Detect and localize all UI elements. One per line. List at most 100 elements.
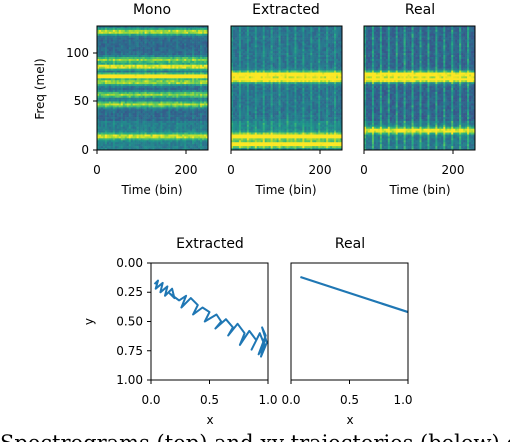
heatmap-cell	[256, 33, 260, 36]
heatmap-cell	[276, 35, 279, 38]
heatmap-cell	[140, 89, 143, 93]
heatmap-cell	[202, 91, 205, 95]
heatmap-cell	[310, 35, 313, 38]
heatmap-cell	[156, 101, 159, 104]
heatmap-cell	[112, 97, 116, 100]
heatmap-cell	[194, 97, 197, 100]
heatmap-cell	[190, 130, 193, 133]
heatmap-cell	[162, 68, 165, 71]
heatmap-cell	[302, 58, 305, 62]
heatmap-cell	[130, 62, 133, 66]
heatmap-cell	[326, 26, 329, 29]
heatmap-cell	[188, 74, 191, 77]
heatmap-cell	[194, 126, 197, 129]
heatmap-cell	[138, 39, 141, 42]
heatmap-cell	[298, 33, 301, 36]
heatmap-cell	[114, 62, 118, 66]
heatmap-cell	[176, 64, 179, 67]
heatmap-cell	[170, 86, 173, 89]
heatmap-cell	[300, 41, 303, 44]
heatmap-cell	[254, 43, 258, 46]
heatmap-cell	[116, 68, 120, 71]
heatmap-cell	[242, 62, 246, 66]
heatmap-cell	[180, 78, 183, 81]
heatmap-cell	[172, 103, 175, 106]
heatmap-cell	[172, 142, 175, 145]
heatmap-cell	[310, 41, 313, 44]
heatmap-cell	[156, 27, 159, 31]
heatmap-cell	[180, 76, 183, 79]
heatmap-cell	[184, 58, 187, 62]
heatmap-cell	[246, 33, 250, 36]
heatmap-cell	[276, 39, 279, 42]
heatmap-cell	[130, 68, 133, 71]
heatmap-cell	[182, 33, 185, 36]
heatmap-cell	[296, 68, 299, 71]
heatmap-cell	[130, 60, 133, 64]
heatmap-cell	[110, 109, 114, 112]
heatmap-cell	[100, 138, 104, 141]
heatmap-cell	[120, 29, 124, 33]
heatmap-cell	[152, 105, 155, 108]
heatmap-cell	[128, 109, 131, 112]
heatmap-cell	[152, 74, 155, 77]
heatmap-cell	[310, 29, 313, 33]
heatmap-cell	[288, 66, 291, 69]
heatmap-cell	[176, 45, 179, 48]
heatmap-cell	[122, 97, 126, 100]
heatmap-cell	[112, 47, 116, 50]
heatmap-cell	[134, 41, 137, 44]
heatmap-cell	[114, 35, 118, 38]
heatmap-cell	[184, 43, 187, 46]
heatmap-cell	[166, 74, 169, 77]
heatmap-cell	[200, 64, 203, 67]
heatmap-cell	[186, 115, 189, 118]
heatmap-cell	[231, 68, 234, 71]
heatmap-cell	[114, 97, 118, 100]
heatmap-cell	[106, 37, 110, 40]
heatmap-cell	[252, 27, 256, 31]
heatmap-cell	[118, 26, 122, 29]
heatmap-cell	[248, 26, 252, 29]
heatmap-cell	[102, 62, 106, 66]
heatmap-cell	[104, 97, 108, 100]
heatmap-cell	[278, 55, 281, 58]
heatmap-cell	[326, 45, 329, 48]
heatmap-cell	[156, 111, 159, 114]
heatmap-cell	[106, 122, 110, 126]
heatmap-cell	[128, 64, 131, 67]
heatmap-cell	[204, 45, 207, 48]
heatmap-cell	[240, 33, 244, 36]
heatmap-cell	[180, 47, 183, 50]
heatmap-cell	[254, 47, 258, 50]
heatmap-cell	[98, 68, 102, 71]
heatmap-cell	[326, 35, 329, 38]
heatmap-cell	[324, 66, 327, 69]
heatmap-cell	[140, 109, 143, 112]
heatmap-cell	[118, 128, 122, 131]
heatmap-cell	[298, 62, 301, 66]
heatmap-cell	[184, 144, 187, 147]
heatmap-cell	[310, 58, 313, 62]
heatmap-cell	[154, 86, 157, 89]
heatmap-cell	[150, 43, 153, 46]
heatmap-cell	[176, 97, 179, 100]
heatmap-cell	[114, 111, 118, 114]
heatmap-cell	[184, 76, 187, 79]
heatmap-cell	[152, 55, 155, 58]
heatmap-cell	[204, 99, 207, 102]
heatmap-cell	[190, 103, 193, 106]
heatmap-cell	[266, 37, 269, 40]
heatmap-cell	[172, 31, 175, 35]
heatmap-cell	[118, 142, 122, 145]
heatmap-cell	[114, 148, 118, 151]
heatmap-cell	[182, 140, 185, 143]
heatmap-cell	[120, 132, 124, 135]
heatmap-cell	[158, 134, 161, 137]
heatmap-cell	[116, 62, 120, 66]
heatmap-cell	[248, 66, 252, 69]
heatmap-cell	[184, 29, 187, 33]
heatmap-cell	[138, 86, 141, 89]
heatmap-cell	[142, 146, 145, 149]
heatmap-cell	[174, 105, 177, 108]
